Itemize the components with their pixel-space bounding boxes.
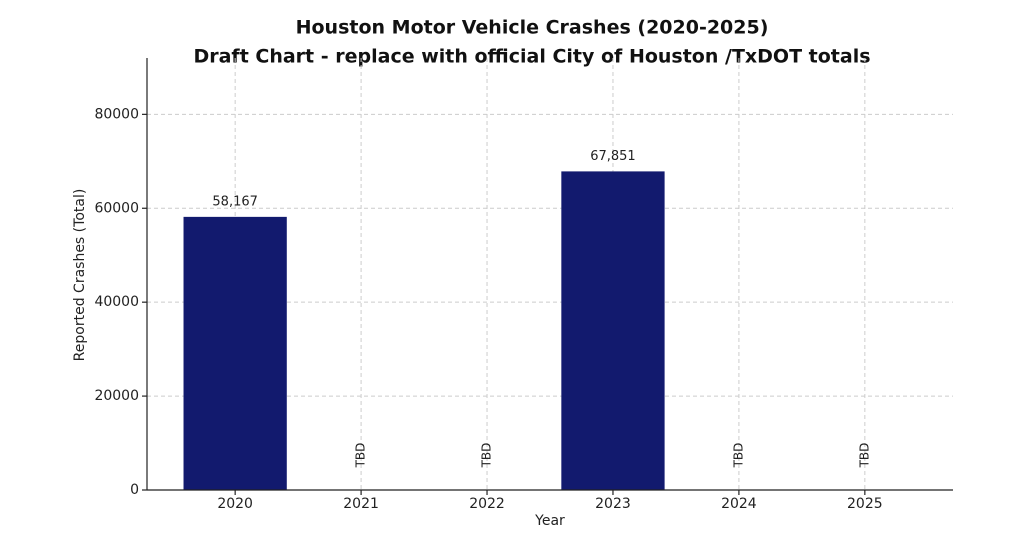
value-label: TBD	[731, 443, 745, 469]
value-label: TBD	[857, 443, 871, 469]
y-axis-label: Reported Crashes (Total)	[72, 189, 88, 362]
bar	[561, 171, 665, 490]
x-tick-label: 2024	[721, 496, 757, 512]
y-tick-label: 20000	[94, 388, 139, 404]
value-label: TBD	[354, 443, 368, 469]
x-tick-label: 2020	[217, 496, 253, 512]
x-tick-label: 2021	[343, 496, 379, 512]
value-label: TBD	[480, 443, 494, 469]
x-axis-label: Year	[534, 513, 565, 529]
y-tick-label: 40000	[94, 294, 139, 310]
x-tick-label: 2022	[469, 496, 505, 512]
y-tick-label: 60000	[94, 200, 139, 216]
chart-title: Houston Motor Vehicle Crashes (2020-2025…	[296, 17, 769, 39]
value-label: 58,167	[212, 194, 258, 209]
x-tick-label: 2023	[595, 496, 631, 512]
value-label: 67,851	[590, 149, 636, 164]
y-tick-label: 0	[130, 482, 139, 498]
chart-subtitle: Draft Chart - replace with official City…	[193, 46, 870, 68]
x-tick-label: 2025	[847, 496, 883, 512]
y-tick-label: 80000	[94, 106, 139, 122]
bar	[183, 216, 287, 491]
